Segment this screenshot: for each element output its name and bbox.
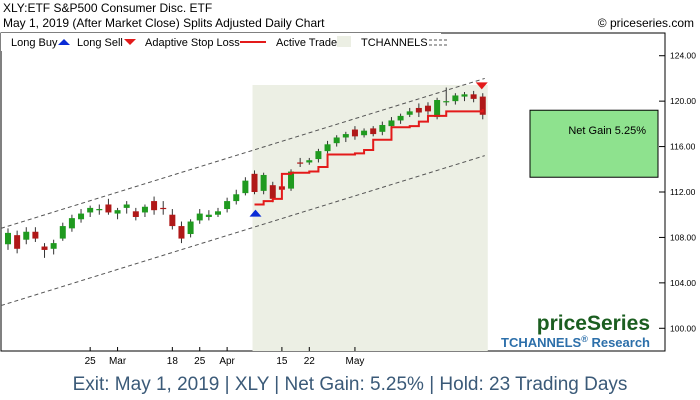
legend-bg: [1, 33, 441, 51]
y-tick-label: 116.00: [670, 142, 696, 152]
candle-body: [242, 180, 249, 194]
candle-body: [78, 213, 85, 220]
candle-body: [160, 207, 167, 210]
candle-body: [461, 94, 468, 97]
candle-body: [196, 213, 203, 221]
brand-priceseries: priceSeries: [537, 312, 650, 335]
candle-body: [452, 95, 459, 102]
long-sell-icon: [124, 39, 136, 45]
candle-body: [306, 160, 313, 163]
candle-body: [297, 162, 304, 164]
candle-body: [424, 105, 431, 112]
candle-body: [269, 185, 276, 199]
candle-body: [141, 206, 148, 213]
copyright-text: © priceseries.com: [597, 16, 694, 30]
tchannel-lower: [0, 155, 485, 307]
candle-body: [114, 210, 121, 214]
candle-body: [233, 194, 240, 202]
x-tick-label: 18: [167, 356, 179, 367]
candle-body: [251, 173, 258, 192]
buy-signal-arrow: [249, 209, 262, 217]
y-axis: 100.00 104.00 108.00 112.00 116.00 120.00 124.…: [659, 51, 696, 333]
candle-body: [68, 218, 75, 229]
candle-body: [260, 174, 267, 191]
candle-body: [41, 246, 48, 250]
candle-body: [224, 201, 231, 210]
candle-body: [342, 134, 349, 138]
candle-body: [406, 111, 413, 115]
tchannel-upper: [0, 77, 485, 229]
y-tick-label: 112.00: [670, 187, 696, 197]
legend-long-sell: Long Sell: [77, 37, 123, 49]
sell-signal-arrow: [475, 82, 488, 90]
candle-body: [415, 107, 422, 113]
candle-body: [288, 171, 295, 189]
candle-body: [23, 231, 30, 240]
candle-body: [434, 100, 441, 118]
candle-body: [397, 115, 404, 121]
legend-adaptive-stop: Adaptive Stop Loss: [145, 37, 240, 49]
active-trade-region: [252, 85, 488, 351]
candle-body: [470, 94, 477, 99]
price-chart: 100.00 104.00 108.00 112.00 116.00 120.00 124.…: [0, 32, 696, 367]
x-tick-label: 25: [85, 356, 97, 367]
candle-body: [205, 214, 212, 217]
candle-body: [132, 211, 139, 217]
candle-body: [14, 235, 21, 249]
y-tick-label: 104.00: [670, 278, 696, 288]
y-tick-label: 100.00: [670, 323, 696, 333]
candle-body: [32, 231, 39, 239]
net-gain-label: Net Gain 5.25%: [568, 125, 646, 137]
adaptive-stop-loss-line: [254, 109, 484, 206]
legend-tchannels: TCHANNELS: [361, 37, 428, 49]
candle-body: [187, 221, 194, 235]
candle-body: [59, 226, 66, 239]
chart-subtitle: May 1, 2019 (After Market Close) Splits …: [3, 16, 325, 30]
long-buy-icon: [58, 39, 70, 45]
y-tick-label: 124.00: [670, 51, 696, 61]
candle-body: [87, 207, 94, 213]
candle-body: [479, 96, 486, 115]
candle-body: [5, 232, 11, 245]
candle-body: [315, 151, 322, 160]
candle-body: [50, 243, 57, 249]
net-gain-box: [529, 109, 659, 178]
legend-long-buy: Long Buy: [11, 37, 58, 49]
candle-body: [123, 204, 130, 208]
legend-active-trade: Active Trade: [276, 37, 337, 49]
brand-tchannels: TCHANNELS® Research: [501, 334, 650, 350]
candle-body: [151, 201, 158, 211]
candle-body: [214, 211, 221, 215]
x-tick-label: 22: [304, 356, 316, 367]
candle-body: [379, 124, 386, 132]
candle-body: [370, 128, 377, 135]
footer-summary: Exit: May 1, 2019 | XLY | Net Gain: 5.25…: [0, 370, 700, 400]
candle-body: [96, 209, 103, 211]
candle-body: [388, 120, 395, 127]
active-trade-swatch: [337, 36, 351, 47]
x-tick-label: 25: [194, 356, 206, 367]
candle-body: [351, 129, 358, 137]
candle-body: [324, 144, 331, 152]
candle-body: [169, 214, 176, 227]
x-axis: 25 Mar 18 25 Apr 15 22 May: [85, 347, 364, 367]
y-tick-label: 108.00: [670, 232, 696, 242]
candle-body: [105, 204, 112, 213]
y-tick-label: 120.00: [670, 96, 696, 106]
candle-body: [333, 137, 340, 144]
x-tick-label: May: [345, 356, 364, 367]
x-tick-label: Mar: [109, 356, 127, 367]
x-tick-label: 15: [276, 356, 288, 367]
chart-title: XLY:ETF S&P500 Consumer Disc. ETF: [3, 1, 213, 15]
x-tick-label: Apr: [219, 356, 235, 367]
candle-body: [178, 226, 185, 239]
candle-body: [361, 130, 368, 136]
candle-body: [443, 101, 450, 103]
